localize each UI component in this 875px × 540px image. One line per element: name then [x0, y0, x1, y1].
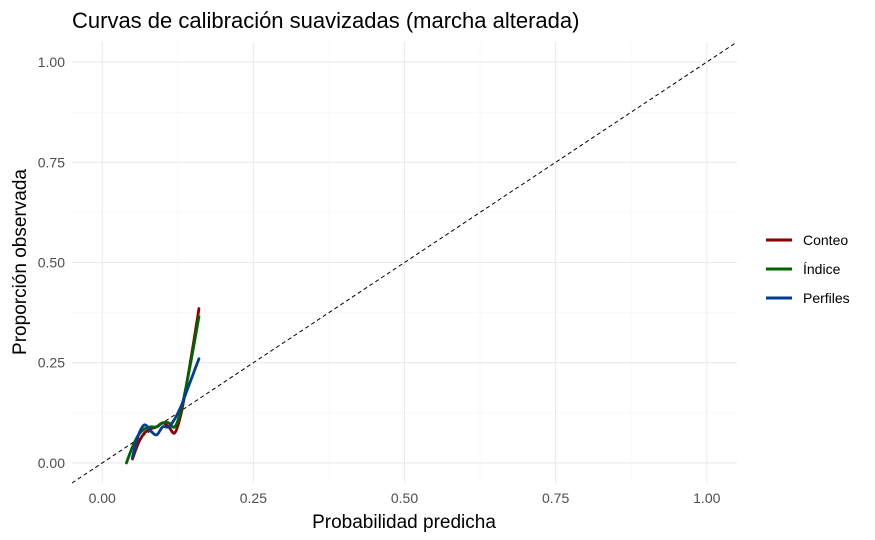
y-tick-label: 1.00	[38, 54, 65, 70]
legend-item: Índice	[766, 261, 841, 277]
legend-label: Índice	[803, 261, 841, 277]
series-lines	[125, 307, 201, 465]
x-tick-label: 0.75	[542, 490, 569, 506]
grid	[72, 42, 737, 483]
legend-label: Perfiles	[803, 290, 850, 306]
legend-item: Conteo	[766, 232, 848, 248]
legend: Conteo Índice Perfiles	[766, 232, 850, 306]
tick-labels: 0.00 0.25 0.50 0.75 1.00 0.00 0.25 0.50 0.75 1.00	[38, 54, 721, 506]
series-line-perfiles	[131, 357, 201, 459]
y-tick-label: 0.25	[38, 355, 65, 371]
x-tick-label: 0.00	[89, 490, 116, 506]
legend-item: Perfiles	[766, 290, 850, 306]
legend-label: Conteo	[803, 232, 848, 248]
x-tick-label: 0.50	[391, 490, 418, 506]
x-tick-label: 0.25	[240, 490, 267, 506]
x-axis-title: Probabilidad predicha	[312, 512, 496, 533]
x-tick-label: 1.00	[693, 490, 720, 506]
y-axis-title: Proporción observada	[10, 169, 31, 355]
y-tick-label: 0.00	[38, 455, 65, 471]
y-tick-label: 0.75	[38, 154, 65, 170]
y-tick-label: 0.50	[38, 255, 65, 271]
chart-title: Curvas de calibración suavizadas (marcha…	[72, 8, 579, 33]
